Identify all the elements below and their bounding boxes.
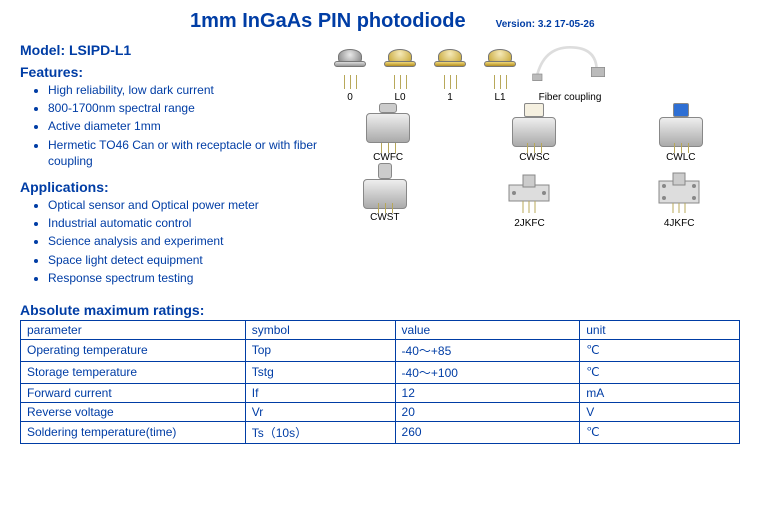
features-list: High reliability, low dark current 800-1…: [20, 82, 320, 169]
header-row: 1mm InGaAs PIN photodiode Version: 3.2 1…: [190, 10, 739, 33]
column-header: value: [395, 320, 580, 339]
to-can-icon: [330, 49, 370, 89]
package-label: L0: [394, 92, 405, 103]
column-header: symbol: [245, 320, 395, 339]
to-can-icon: [380, 49, 420, 89]
package-1: 1: [430, 49, 470, 103]
list-item: Space light detect equipment: [48, 252, 320, 268]
to-can-icon: [430, 49, 470, 89]
receptacle-icon: [360, 169, 410, 209]
list-item: Science analysis and experiment: [48, 233, 320, 249]
package-row-3: CWST 2JKFC 4JKFC: [330, 169, 739, 229]
package-row-2: CWFC CWSC CWLC: [330, 109, 739, 163]
column-header: parameter: [21, 320, 246, 339]
package-label: CWSC: [519, 152, 550, 163]
package-cwsc: CWSC: [509, 109, 559, 163]
receptacle-icon: [363, 109, 413, 149]
table-row: Operating temperatureTop-40～+85℃: [21, 339, 740, 361]
package-label: CWLC: [666, 152, 695, 163]
flange-icon: [649, 169, 709, 215]
package-label: Fiber coupling: [539, 92, 602, 103]
package-label: CWFC: [373, 152, 403, 163]
model-label: Model: LSIPD-L1: [20, 42, 320, 58]
receptacle-icon: [656, 109, 706, 149]
left-column: Model: LSIPD-L1 Features: High reliabili…: [20, 39, 320, 296]
package-L0: L0: [380, 49, 420, 103]
main-content: Model: LSIPD-L1 Features: High reliabili…: [20, 39, 739, 296]
package-label: 0: [347, 92, 353, 103]
applications-list: Optical sensor and Optical power meter I…: [20, 197, 320, 286]
list-item: Optical sensor and Optical power meter: [48, 197, 320, 213]
package-cwlc: CWLC: [656, 109, 706, 163]
list-item: Active diameter 1mm: [48, 118, 320, 134]
table-row: Soldering temperature(time)Ts（10s）260℃: [21, 421, 740, 443]
table-row: Forward currentIf12mA: [21, 383, 740, 402]
package-L1: L1: [480, 49, 520, 103]
package-0: 0: [330, 49, 370, 103]
package-4jkfc: 4JKFC: [649, 169, 709, 229]
ratings-heading: Absolute maximum ratings:: [20, 302, 739, 318]
table-row: Reverse voltageVr20V: [21, 402, 740, 421]
package-label: 1: [447, 92, 453, 103]
package-2jkfc: 2JKFC: [499, 169, 559, 229]
package-fiber: Fiber coupling: [530, 39, 610, 103]
receptacle-icon: [509, 109, 559, 149]
package-gallery: 0 L0 1 L1 Fiber coupling: [330, 39, 739, 296]
ratings-table: parameter symbol value unit Operating te…: [20, 320, 740, 444]
applications-heading: Applications:: [20, 179, 320, 195]
list-item: Industrial automatic control: [48, 215, 320, 231]
package-row-1: 0 L0 1 L1 Fiber coupling: [330, 39, 739, 103]
list-item: High reliability, low dark current: [48, 82, 320, 98]
page-title: 1mm InGaAs PIN photodiode: [190, 10, 466, 33]
package-cwst: CWST: [360, 169, 410, 229]
version-label: Version: 3.2 17-05-26: [496, 19, 595, 30]
package-label: 4JKFC: [664, 218, 695, 229]
table-row: Storage temperatureTstg-40～+100℃: [21, 361, 740, 383]
list-item: Hermetic TO46 Can or with receptacle or …: [48, 137, 320, 169]
flange-icon: [499, 169, 559, 215]
column-header: unit: [580, 320, 740, 339]
to-can-icon: [480, 49, 520, 89]
package-cwfc: CWFC: [363, 109, 413, 163]
features-heading: Features:: [20, 64, 320, 80]
list-item: 800-1700nm spectral range: [48, 100, 320, 116]
package-label: CWST: [370, 212, 399, 223]
package-label: L1: [494, 92, 505, 103]
list-item: Response spectrum testing: [48, 270, 320, 286]
table-header-row: parameter symbol value unit: [21, 320, 740, 339]
package-label: 2JKFC: [514, 218, 545, 229]
fiber-coupling-icon: [530, 39, 610, 89]
